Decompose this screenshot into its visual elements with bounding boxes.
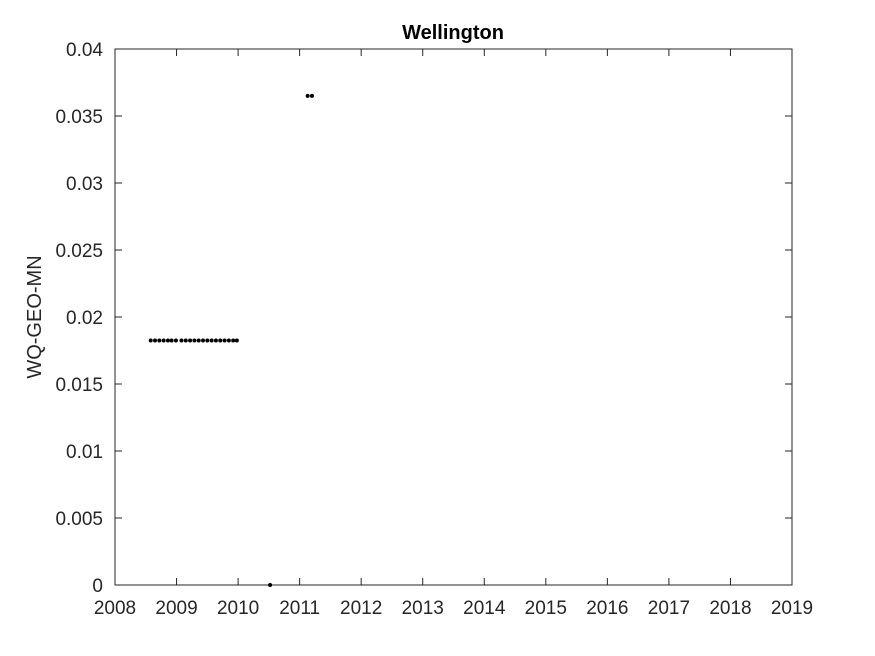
data-point [148,338,153,343]
data-point [213,338,218,343]
data-point [309,93,314,98]
plot-area [114,48,793,586]
data-point [153,338,158,343]
y-tick-label: 0.025 [55,241,103,262]
data-point [231,338,236,343]
data-point [226,338,231,343]
y-tick-label: 0.04 [66,40,103,61]
data-point [173,338,178,343]
data-point [161,338,166,343]
x-tick-label: 2018 [709,598,751,619]
data-point [157,338,162,343]
data-point [165,338,170,343]
data-point [196,338,201,343]
y-tick-label: 0.035 [55,107,103,128]
y-tick-label: 0.005 [55,509,103,530]
data-point [218,338,223,343]
data-point [201,338,206,343]
data-point [169,338,174,343]
x-tick-label: 2013 [402,598,444,619]
x-tick-label: 2009 [155,598,197,619]
x-tick-label: 2015 [525,598,567,619]
x-tick-label: 2016 [586,598,628,619]
data-point [183,338,188,343]
data-point [209,338,214,343]
x-tick-label: 2011 [279,598,320,619]
data-point [179,338,184,343]
data-point [192,338,197,343]
y-axis-label: WQ-GEO-MN [24,255,46,378]
y-axis: 0 0.005 0.01 0.015 0.02 0.025 0.03 0.035 0.04 [55,40,792,597]
x-tick-label: 2019 [771,598,813,619]
y-tick-label: 0.03 [66,174,103,195]
y-tick-label: 0 [92,576,103,597]
data-point [305,93,310,98]
data-point [222,338,227,343]
data-point [234,338,239,343]
data-point [205,338,210,343]
y-tick-label: 0.01 [66,442,103,463]
x-axis: 2008 2009 2010 2011 2012 2013 2014 2015 2016 2017… [94,49,813,619]
y-tick-label: 0.02 [66,308,103,329]
x-tick-label: 2017 [648,598,690,619]
y-tick-label: 0.015 [55,375,103,396]
data-points [148,93,314,587]
x-tick-label: 2012 [340,598,382,619]
data-point [188,338,193,343]
data-point [268,583,273,587]
x-tick-label: 2014 [463,598,506,619]
chart-title: Wellington [402,22,504,44]
x-tick-label: 2008 [94,598,136,619]
x-tick-label: 2010 [217,598,259,619]
